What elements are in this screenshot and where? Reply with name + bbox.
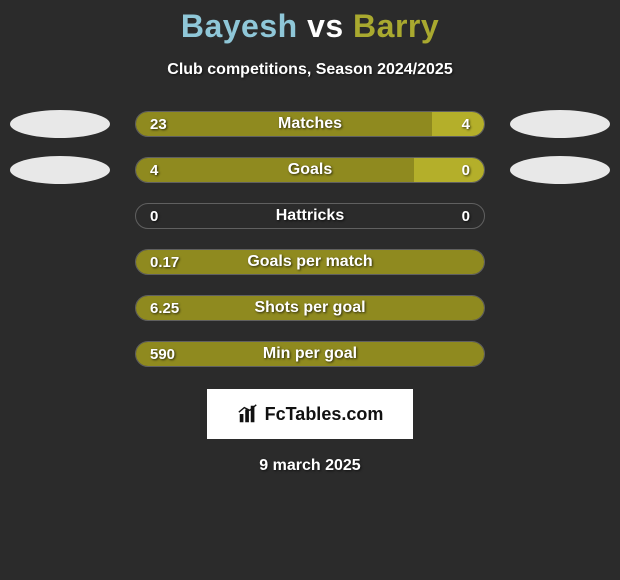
stat-bar: 40Goals [135, 157, 485, 183]
player2-name: Barry [353, 8, 439, 44]
stat-bar: 0 0Hattricks [135, 203, 485, 229]
chart-icon [237, 403, 259, 425]
stat-rows: 234Matches 40Goals 0 0Hattricks 0.17Goals pe… [0, 111, 620, 367]
bar-segment-left [136, 296, 484, 320]
watermark-text: FcTables.com [265, 404, 384, 425]
vs-text: vs [307, 8, 344, 44]
avatar-placeholder-right [510, 110, 610, 138]
bar-segment-right [414, 158, 484, 182]
player1-name: Bayesh [181, 8, 298, 44]
avatar-placeholder-left [10, 110, 110, 138]
bar-segment-left [136, 250, 484, 274]
bar-segment-left [136, 342, 484, 366]
watermark: FcTables.com [207, 389, 413, 439]
stat-bar: 6.25Shots per goal [135, 295, 485, 321]
stat-row: 0.17Goals per match [0, 249, 620, 275]
stat-value-right: 0 [462, 204, 470, 228]
bar-segment-left [136, 112, 432, 136]
stat-bar: 234Matches [135, 111, 485, 137]
stat-value-left: 0 [150, 204, 158, 228]
avatar-placeholder-right [510, 156, 610, 184]
page-title: Bayesh vs Barry [0, 0, 620, 45]
stat-row: 40Goals [0, 157, 620, 183]
stat-row: 590Min per goal [0, 341, 620, 367]
stat-row: 0 0Hattricks [0, 203, 620, 229]
stat-bar: 590Min per goal [135, 341, 485, 367]
stat-bar: 0.17Goals per match [135, 249, 485, 275]
date-text: 9 march 2025 [0, 457, 620, 475]
stat-row: 234Matches [0, 111, 620, 137]
stat-row: 6.25Shots per goal [0, 295, 620, 321]
bar-segment-right [432, 112, 484, 136]
stat-label: Hattricks [136, 204, 484, 228]
avatar-placeholder-left [10, 156, 110, 184]
subtitle: Club competitions, Season 2024/2025 [0, 61, 620, 79]
bar-segment-left [136, 158, 414, 182]
